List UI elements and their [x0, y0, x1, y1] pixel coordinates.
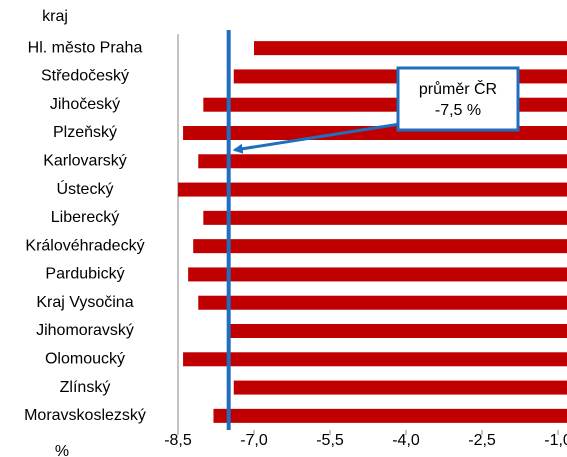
y-tick-label: Moravskoslezský	[24, 407, 146, 424]
x-tick-label: -5,5	[316, 432, 344, 449]
y-tick-label: Hl. město Praha	[28, 39, 143, 56]
x-tick-label: -7,0	[240, 432, 268, 449]
y-axis-title: kraj	[42, 8, 68, 25]
annotation-name: průměr ČR	[419, 79, 497, 98]
bar	[213, 408, 567, 423]
y-tick-label: Kraj Vysočina	[36, 294, 133, 311]
x-tick-label: -1,0	[544, 432, 567, 449]
y-tick-label: Karlovarský	[43, 153, 127, 170]
x-tick-label: -8,5	[164, 432, 192, 449]
y-tick-label: Královéhradecký	[25, 237, 144, 254]
y-tick-label: Středočeský	[41, 68, 129, 85]
bar	[254, 41, 567, 56]
y-tick-label: Pardubický	[45, 266, 124, 283]
bar	[188, 267, 567, 282]
y-tick-label: Zlínský	[60, 379, 111, 396]
x-tick-label: -2,5	[468, 432, 496, 449]
y-tick-label: Ústecký	[57, 179, 114, 198]
annotation-box	[396, 66, 520, 132]
y-tick-label: Jihomoravský	[36, 322, 134, 339]
x-tick-label: -4,0	[392, 432, 420, 449]
y-tick-label: Plzeňský	[53, 124, 117, 141]
bar	[183, 352, 567, 367]
bar	[233, 380, 567, 395]
bar	[198, 295, 567, 310]
bar	[178, 182, 567, 197]
bar	[198, 154, 567, 169]
y-tick-label: Liberecký	[51, 209, 119, 226]
bar	[203, 210, 567, 225]
bar	[193, 239, 567, 254]
y-tick-label: Jihočeský	[50, 96, 120, 113]
y-tick-label: Olomoucký	[45, 351, 125, 368]
annotation-value: -7,5 %	[435, 102, 481, 119]
bar	[228, 324, 567, 338]
annotation-arrow	[232, 122, 401, 154]
x-axis-title: %	[55, 443, 69, 457]
